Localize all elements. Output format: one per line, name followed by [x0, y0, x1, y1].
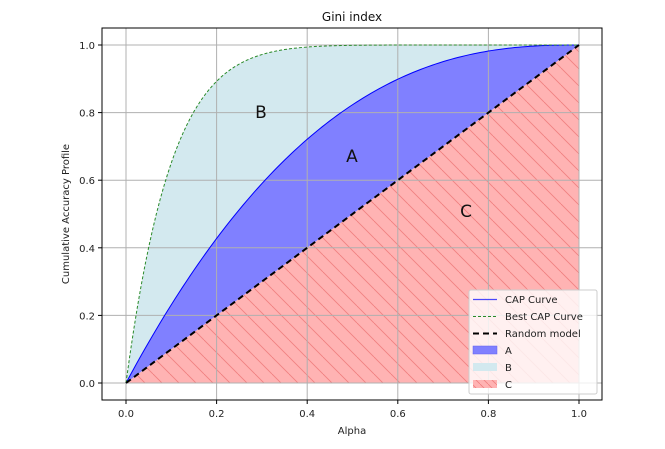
y-tick-label: 1.0	[79, 41, 95, 52]
x-tick-label: 0.4	[299, 409, 315, 420]
x-axis-label: Alpha	[338, 426, 366, 437]
x-tick-label: 0.0	[118, 409, 134, 420]
x-tick-label: 0.6	[390, 409, 406, 420]
hatch-icon	[473, 380, 497, 388]
y-axis-label: Cumulative Accuracy Profile	[61, 144, 72, 284]
legend-item-b: B	[473, 363, 512, 374]
region-c-label: C	[460, 202, 472, 222]
swatch-icon	[472, 345, 498, 355]
region-a-label: A	[346, 147, 358, 167]
y-tick-label: 0.0	[79, 379, 95, 390]
legend-item-a: A	[472, 345, 512, 357]
region-b-fill	[126, 45, 579, 383]
legend-item-random-model: Random model	[473, 329, 581, 340]
y-tick-label: 0.6	[79, 176, 95, 187]
random-model-line	[125, 44, 580, 384]
legend-label: Best CAP Curve	[505, 312, 583, 323]
legend-label: A	[505, 346, 512, 357]
legend-item-c: C	[473, 380, 512, 391]
y-tick-label: 0.4	[79, 244, 95, 255]
legend-box	[468, 289, 598, 395]
legend-label: CAP Curve	[505, 295, 558, 306]
swatch-icon	[473, 363, 497, 371]
x-tick-label: 1.0	[571, 409, 587, 420]
legend-label: B	[505, 363, 512, 374]
x-tick-label: 0.8	[480, 409, 496, 420]
legend-label: Random model	[505, 329, 581, 340]
legend-label: C	[505, 380, 512, 391]
chart-title: Gini index	[322, 10, 382, 24]
legend-item-cap-curve: CAP Curve	[473, 295, 558, 306]
y-tick-label: 0.8	[79, 109, 95, 120]
x-axis: 0.0 0.2 0.4 0.6 0.8 1.0 Alpha	[118, 400, 587, 437]
region-b-label: B	[255, 103, 267, 123]
cap-curve-line	[125, 44, 579, 384]
y-axis: 0.0 0.2 0.4 0.6 0.8 1.0 Cumulative Accur…	[61, 41, 102, 390]
legend: CAP Curve Best CAP Curve Random model A …	[468, 289, 598, 395]
plot-frame	[101, 27, 603, 401]
x-tick-label: 0.2	[209, 409, 225, 420]
y-tick-label: 0.2	[79, 311, 95, 322]
best-cap-curve-line	[125, 44, 579, 384]
legend-item-best-cap-curve: Best CAP Curve	[473, 312, 583, 323]
